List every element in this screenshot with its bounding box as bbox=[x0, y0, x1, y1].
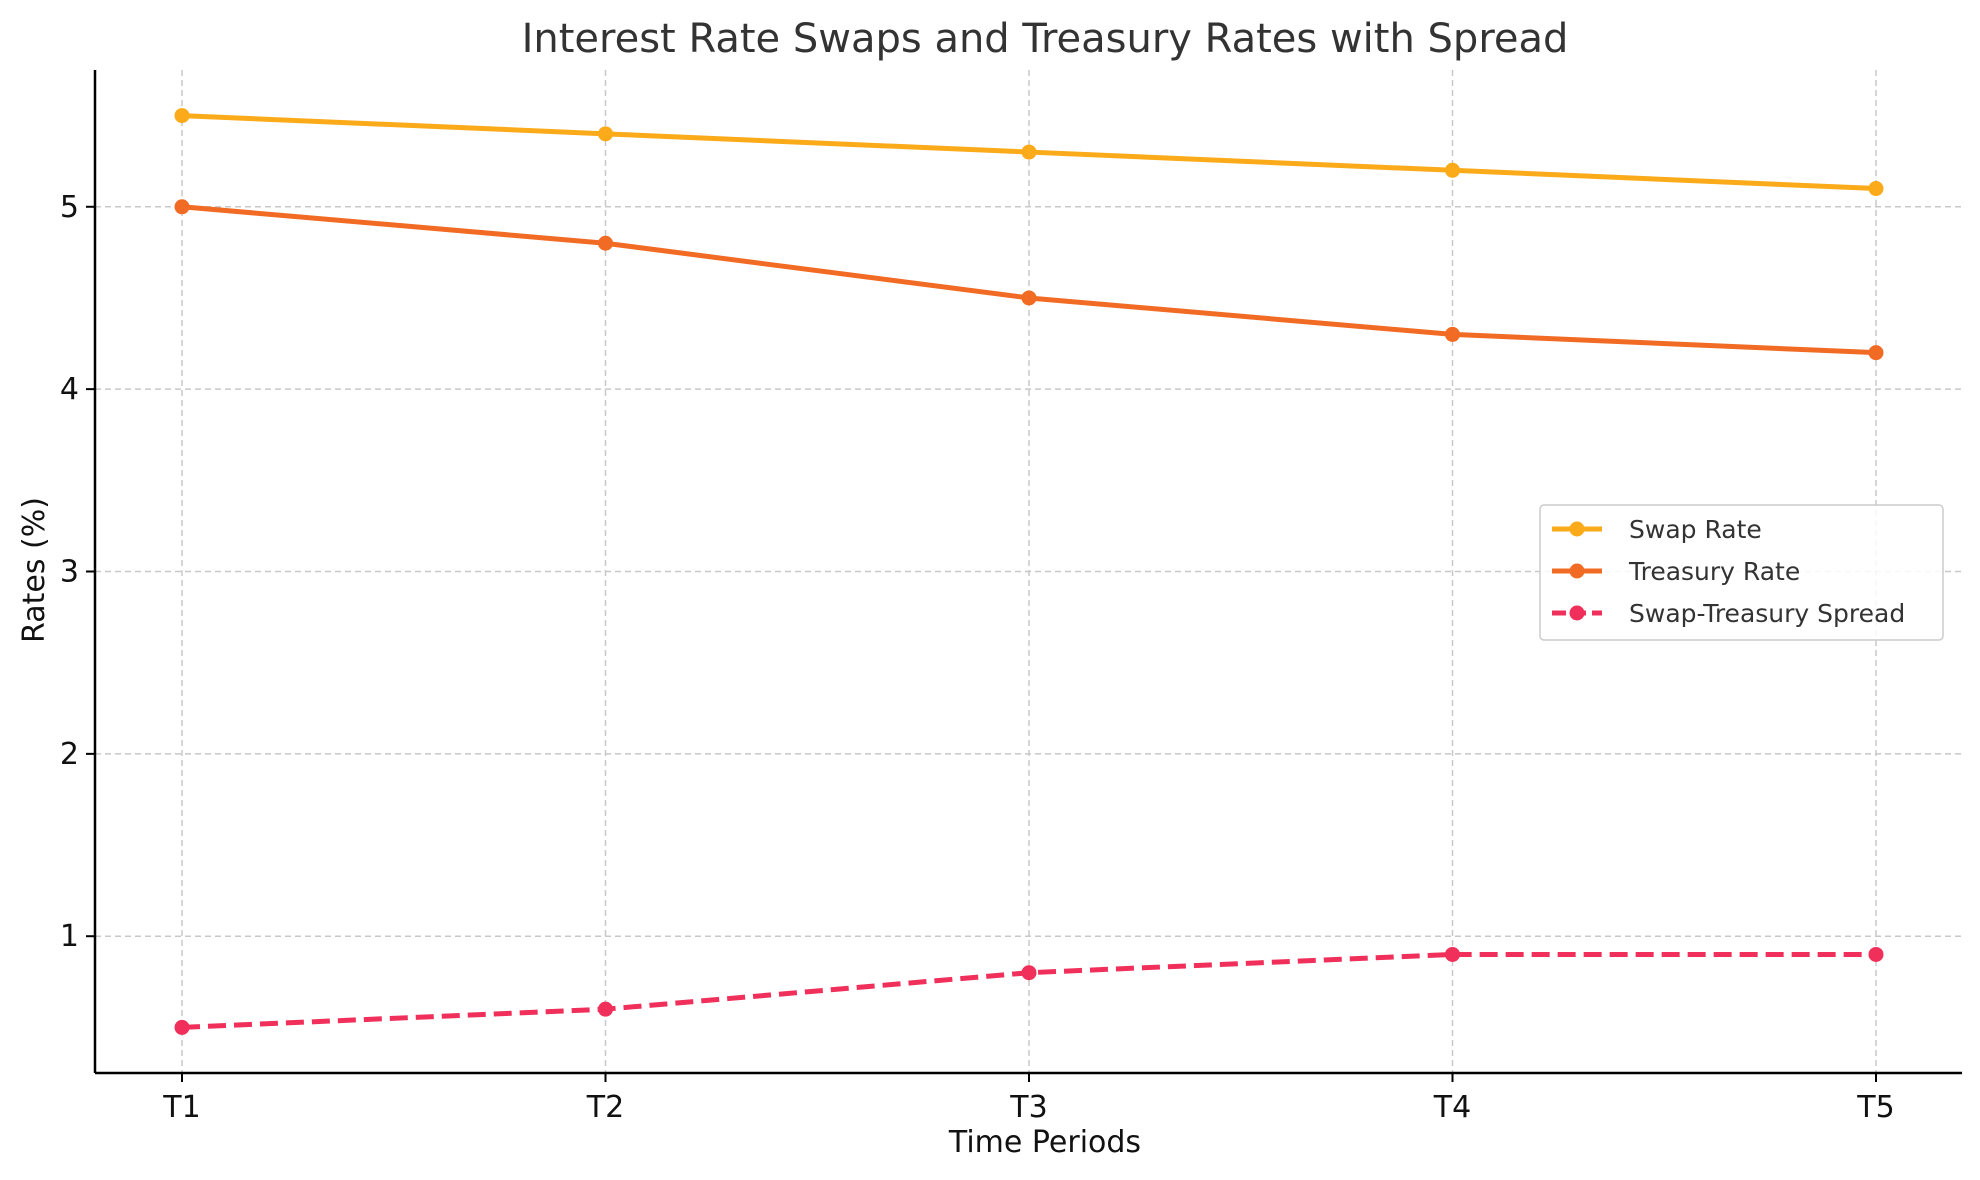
data-point bbox=[1021, 965, 1037, 981]
legend-swatch-marker bbox=[1569, 605, 1585, 621]
data-point bbox=[1445, 326, 1460, 342]
legend-label: Swap-Treasury Spread bbox=[1629, 599, 1905, 628]
data-point bbox=[1868, 946, 1884, 962]
series-treasury-rate bbox=[174, 199, 1884, 361]
data-point bbox=[1021, 144, 1037, 160]
legend-swatch-marker bbox=[1569, 563, 1585, 579]
legend-box bbox=[1539, 504, 1944, 641]
legend-entry: Swap-Treasury Spread bbox=[1552, 599, 1905, 628]
legend-entry: Treasury Rate bbox=[1552, 557, 1800, 586]
y-tick-label: 5 bbox=[60, 190, 79, 225]
legend-entry: Swap Rate bbox=[1552, 515, 1762, 544]
legend: Swap Rate Treasury Rate Swap-Treasury Spre… bbox=[1539, 504, 1944, 641]
data-point bbox=[1445, 162, 1460, 178]
series-swap-rate bbox=[174, 108, 1884, 197]
data-point bbox=[1021, 290, 1037, 306]
y-tick-label: 3 bbox=[60, 555, 79, 590]
data-point bbox=[598, 235, 613, 251]
y-tick-label: 4 bbox=[60, 372, 79, 407]
x-tick-label: T2 bbox=[586, 1090, 624, 1125]
legend-label: Swap Rate bbox=[1629, 515, 1762, 544]
x-axis-label: Time Periods bbox=[948, 1125, 1141, 1160]
series-lines bbox=[174, 108, 1884, 1035]
x-tick-label: T3 bbox=[1009, 1090, 1047, 1125]
x-tick-label: T5 bbox=[1856, 1090, 1894, 1125]
data-point bbox=[598, 126, 613, 142]
data-point bbox=[174, 1019, 190, 1035]
data-point bbox=[1445, 946, 1460, 962]
legend-label: Treasury Rate bbox=[1628, 557, 1800, 586]
y-axis-label: Rates (%) bbox=[17, 497, 52, 643]
data-point bbox=[598, 1001, 613, 1017]
y-tick-label: 2 bbox=[60, 737, 79, 772]
axes: T1 T2 T3 T4 T5 1 2 3 4 5 bbox=[60, 70, 1962, 1125]
data-point bbox=[1868, 345, 1884, 361]
data-point bbox=[174, 199, 190, 215]
x-tick-label: T4 bbox=[1433, 1090, 1471, 1125]
data-point bbox=[174, 108, 190, 124]
legend-swatch-marker bbox=[1569, 521, 1585, 537]
data-point bbox=[1868, 181, 1884, 197]
series-swap-treasury-spread bbox=[174, 946, 1884, 1035]
chart-title: Interest Rate Swaps and Treasury Rates w… bbox=[522, 16, 1569, 62]
y-tick-label: 1 bbox=[60, 919, 79, 954]
x-tick-label: T1 bbox=[162, 1090, 200, 1125]
